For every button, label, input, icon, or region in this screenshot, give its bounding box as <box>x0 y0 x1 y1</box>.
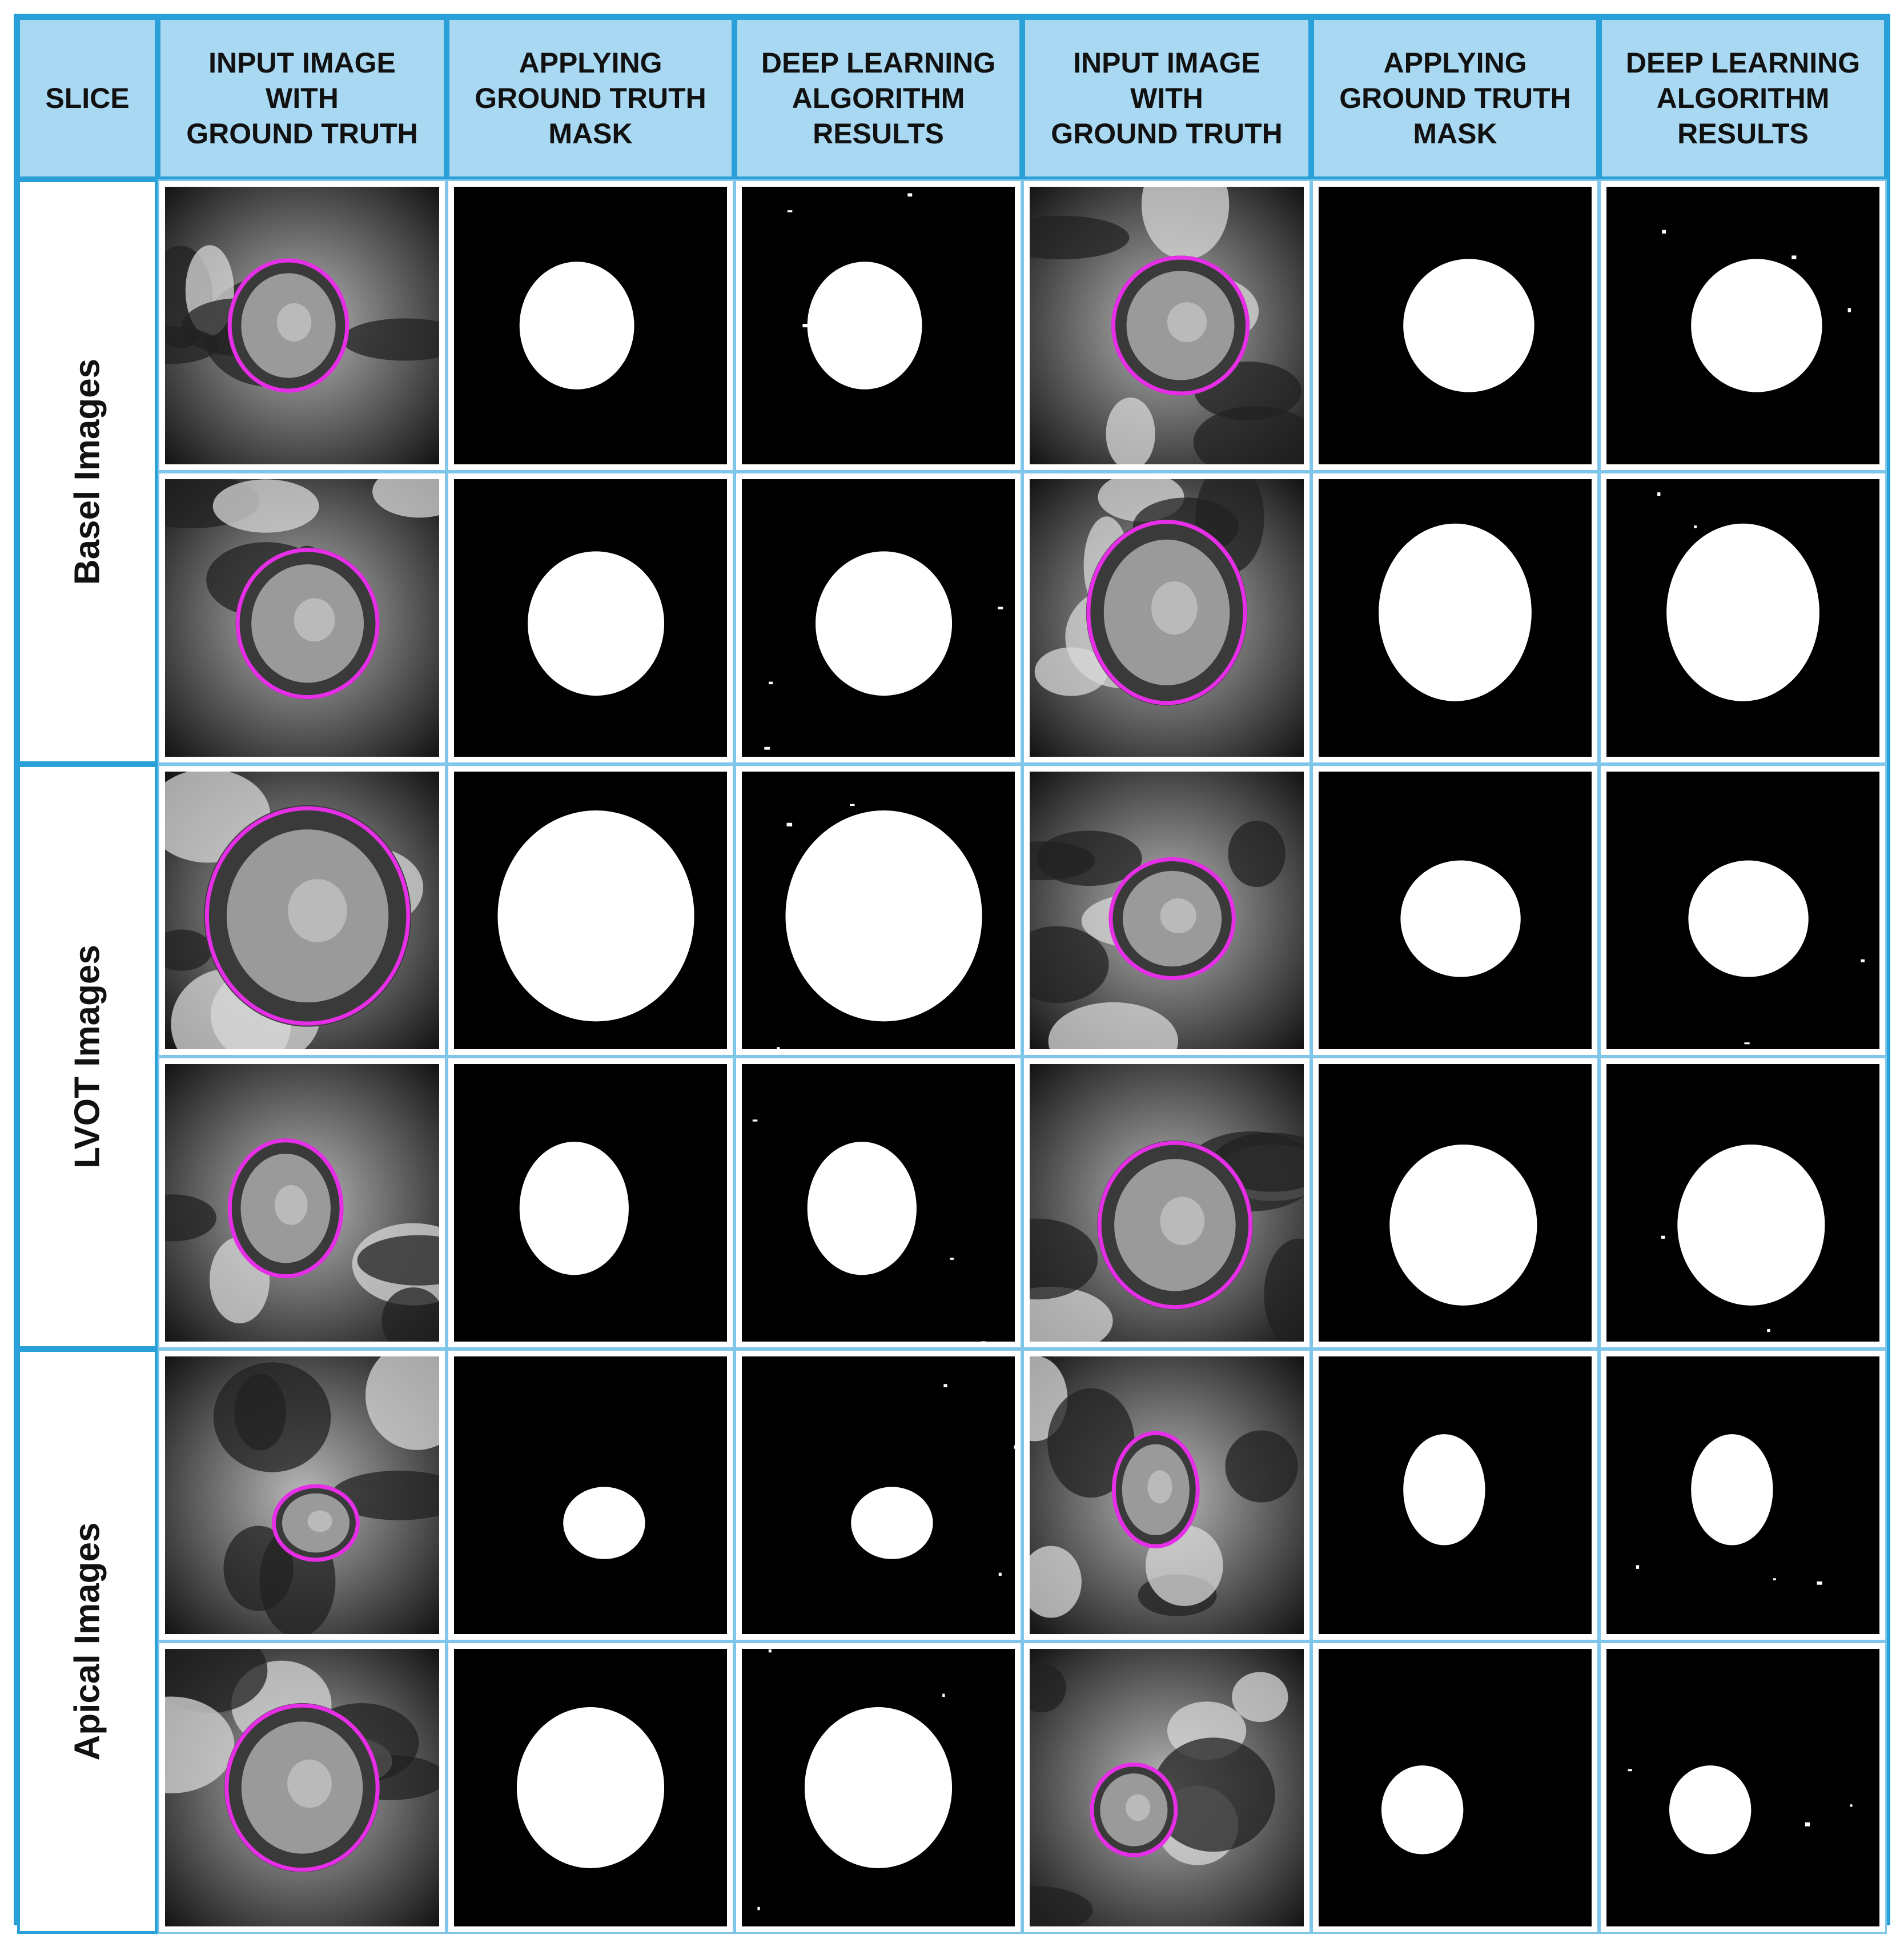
input-image-svg <box>165 479 439 757</box>
deep-learning-result-r6-c3 <box>734 1641 1022 1934</box>
deep-learning-result-r2-c3 <box>734 472 1022 764</box>
deep-learning-result-svg <box>1606 187 1879 464</box>
ground-truth-mask-r5-c2 <box>447 1349 734 1641</box>
input-image-svg <box>165 1649 439 1926</box>
row-group-2: LVOT Images <box>17 764 158 1349</box>
ground-truth-mask-r4-c2 <box>447 1057 734 1349</box>
input-image-r1-c4 <box>1022 179 1311 472</box>
deep-learning-result-svg <box>742 772 1015 1049</box>
input-image-svg <box>165 187 439 464</box>
row-group-label: Apical Images <box>67 1522 107 1761</box>
ground-truth-mask-svg <box>1319 479 1592 757</box>
row-group-3: Apical Images <box>17 1349 158 1934</box>
deep-learning-result-r3-c3 <box>734 764 1022 1057</box>
header-col-3: DEEP LEARNING ALGORITHM RESULTS <box>734 17 1022 179</box>
input-image-svg <box>1030 1356 1304 1634</box>
input-image-svg <box>1030 187 1304 464</box>
input-image-r6-c1 <box>158 1641 447 1934</box>
input-image-svg <box>1030 1649 1304 1926</box>
deep-learning-result-r3-c6 <box>1599 764 1887 1057</box>
input-image-r4-c4 <box>1022 1057 1311 1349</box>
ground-truth-mask-svg <box>1319 187 1592 464</box>
row-group-label: LVOT Images <box>67 945 107 1169</box>
deep-learning-result-svg <box>742 479 1015 757</box>
deep-learning-result-r4-c3 <box>734 1057 1022 1349</box>
ground-truth-mask-r5-c5 <box>1311 1349 1599 1641</box>
input-image-svg <box>1030 479 1304 757</box>
input-image-r4-c1 <box>158 1057 447 1349</box>
deep-learning-result-svg <box>742 1064 1015 1342</box>
header-col-4: INPUT IMAGE WITH GROUND TRUTH <box>1022 17 1311 179</box>
input-image-r3-c1 <box>158 764 447 1057</box>
ground-truth-mask-r3-c2 <box>447 764 734 1057</box>
deep-learning-result-svg <box>742 1356 1015 1634</box>
deep-learning-result-r6-c6 <box>1599 1641 1887 1934</box>
header-col-1: INPUT IMAGE WITH GROUND TRUTH <box>158 17 447 179</box>
ground-truth-mask-svg <box>1319 772 1592 1049</box>
ground-truth-mask-svg <box>454 187 727 464</box>
deep-learning-result-svg <box>1606 772 1879 1049</box>
deep-learning-result-svg <box>1606 1064 1879 1342</box>
header-slice: SLICE <box>17 17 158 179</box>
ground-truth-mask-svg <box>1319 1356 1592 1634</box>
ground-truth-mask-svg <box>454 479 727 757</box>
ground-truth-mask-r6-c2 <box>447 1641 734 1934</box>
ground-truth-mask-svg <box>1319 1064 1592 1342</box>
ground-truth-mask-r1-c2 <box>447 179 734 472</box>
input-image-r6-c4 <box>1022 1641 1311 1934</box>
input-image-r1-c1 <box>158 179 447 472</box>
deep-learning-result-svg <box>742 1649 1015 1926</box>
input-image-svg <box>1030 1064 1304 1342</box>
input-image-svg <box>1030 772 1304 1049</box>
deep-learning-result-r1-c6 <box>1599 179 1887 472</box>
ground-truth-mask-svg <box>454 1064 727 1342</box>
deep-learning-result-r5-c6 <box>1599 1349 1887 1641</box>
header-col-5: APPLYING GROUND TRUTH MASK <box>1311 17 1599 179</box>
input-image-svg <box>165 1356 439 1634</box>
input-image-r5-c4 <box>1022 1349 1311 1641</box>
ground-truth-mask-r2-c2 <box>447 472 734 764</box>
input-image-svg <box>165 1064 439 1342</box>
results-table: SLICE INPUT IMAGE WITH GROUND TRUTH APPLYI… <box>14 14 1890 1934</box>
ground-truth-mask-r4-c5 <box>1311 1057 1599 1349</box>
ground-truth-mask-r1-c5 <box>1311 179 1599 472</box>
deep-learning-result-r2-c6 <box>1599 472 1887 764</box>
ground-truth-mask-r2-c5 <box>1311 472 1599 764</box>
ground-truth-mask-svg <box>454 1356 727 1634</box>
ground-truth-mask-svg <box>1319 1649 1592 1926</box>
row-group-label: Basel Images <box>67 358 107 585</box>
input-image-r2-c1 <box>158 472 447 764</box>
deep-learning-result-r1-c3 <box>734 179 1022 472</box>
header-col-6: DEEP LEARNING ALGORITHM RESULTS <box>1599 17 1887 179</box>
deep-learning-result-r4-c6 <box>1599 1057 1887 1349</box>
input-image-r2-c4 <box>1022 472 1311 764</box>
deep-learning-result-svg <box>1606 1649 1879 1926</box>
ground-truth-mask-svg <box>454 772 727 1049</box>
row-group-1: Basel Images <box>17 179 158 764</box>
ground-truth-mask-r6-c5 <box>1311 1641 1599 1934</box>
deep-learning-result-svg <box>742 187 1015 464</box>
input-image-r5-c1 <box>158 1349 447 1641</box>
deep-learning-result-r5-c3 <box>734 1349 1022 1641</box>
input-image-r3-c4 <box>1022 764 1311 1057</box>
ground-truth-mask-svg <box>454 1649 727 1926</box>
header-col-2: APPLYING GROUND TRUTH MASK <box>447 17 734 179</box>
deep-learning-result-svg <box>1606 1356 1879 1634</box>
ground-truth-mask-r3-c5 <box>1311 764 1599 1057</box>
deep-learning-result-svg <box>1606 479 1879 757</box>
input-image-svg <box>165 772 439 1049</box>
